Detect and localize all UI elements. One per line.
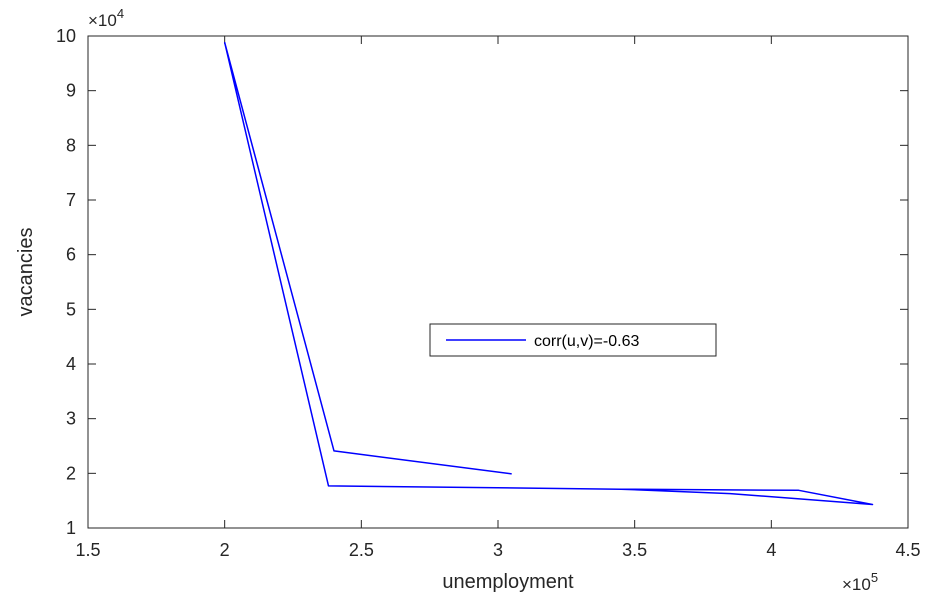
y-tick-label: 6 [66, 245, 76, 265]
x-tick-label: 2.5 [349, 540, 374, 560]
x-axis-label: unemployment [442, 571, 574, 593]
y-tick-label: 5 [66, 299, 76, 319]
x-tick-label: 4 [766, 540, 776, 560]
y-tick-label: 4 [66, 354, 76, 374]
legend: corr(u,v)=-0.63 [429, 323, 717, 357]
y-tick-label: 2 [66, 463, 76, 483]
x-tick-label: 3.5 [622, 540, 647, 560]
x-tick-label: 3 [493, 540, 503, 560]
y-tick-label: 7 [66, 190, 76, 210]
y-tick-label: 9 [66, 81, 76, 101]
y-exponent-label: ×104 [88, 6, 124, 30]
y-exponent-base: ×10 [88, 11, 117, 30]
y-axis-label: vacancies [15, 228, 37, 317]
y-tick-label: 10 [56, 26, 76, 46]
y-exponent-power: 4 [117, 6, 124, 21]
x-exponent-base: ×10 [842, 575, 871, 594]
y-tick-label: 8 [66, 135, 76, 155]
x-tick-label: 2 [220, 540, 230, 560]
x-tick-label: 4.5 [895, 540, 920, 560]
series-line [223, 41, 874, 506]
plot-frame [87, 35, 909, 529]
x-exponent-label: ×105 [842, 570, 878, 594]
x-tick-label: 1.5 [75, 540, 100, 560]
y-tick-label: 1 [66, 518, 76, 538]
plot-area [88, 36, 908, 528]
x-exponent-power: 5 [871, 570, 878, 585]
legend-label: corr(u,v)=-0.63 [534, 333, 639, 350]
y-tick-label: 3 [66, 409, 76, 429]
